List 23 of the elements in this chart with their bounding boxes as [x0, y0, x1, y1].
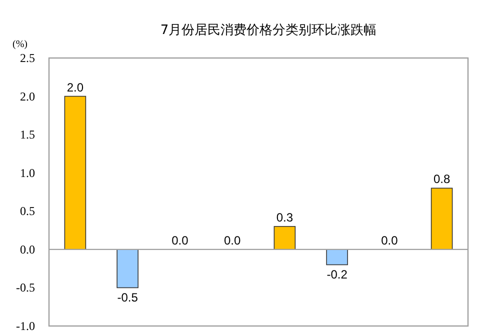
y-tick-label: 0.5	[20, 204, 35, 218]
y-tick-label: -0.5	[16, 280, 35, 295]
data-label: 0.3	[276, 210, 294, 224]
y-tick-label: -1.0	[16, 319, 35, 333]
y-tick-label: 0.0	[20, 242, 35, 256]
data-label: 0.8	[433, 172, 450, 186]
data-label: 0.0	[172, 233, 189, 248]
y-tick-label: 2.5	[20, 51, 35, 65]
data-label: 0.0	[381, 233, 398, 248]
chart-title: 7月份居民消费价格分类别环比涨跌幅	[160, 23, 377, 38]
data-label: -0.2	[326, 268, 348, 282]
data-label: 0.0	[224, 233, 241, 248]
bar	[326, 249, 348, 266]
bar	[64, 96, 86, 250]
data-label: 2.0	[66, 80, 84, 94]
bar	[274, 226, 296, 250]
y-tick-label: 2.0	[20, 89, 35, 104]
y-axis-title: (%)	[12, 39, 28, 50]
bar	[116, 249, 138, 288]
y-tick-label: 1.5	[20, 128, 35, 142]
bar	[430, 188, 453, 250]
data-label: -0.5	[117, 290, 138, 305]
y-tick-label: 1.0	[20, 166, 35, 180]
